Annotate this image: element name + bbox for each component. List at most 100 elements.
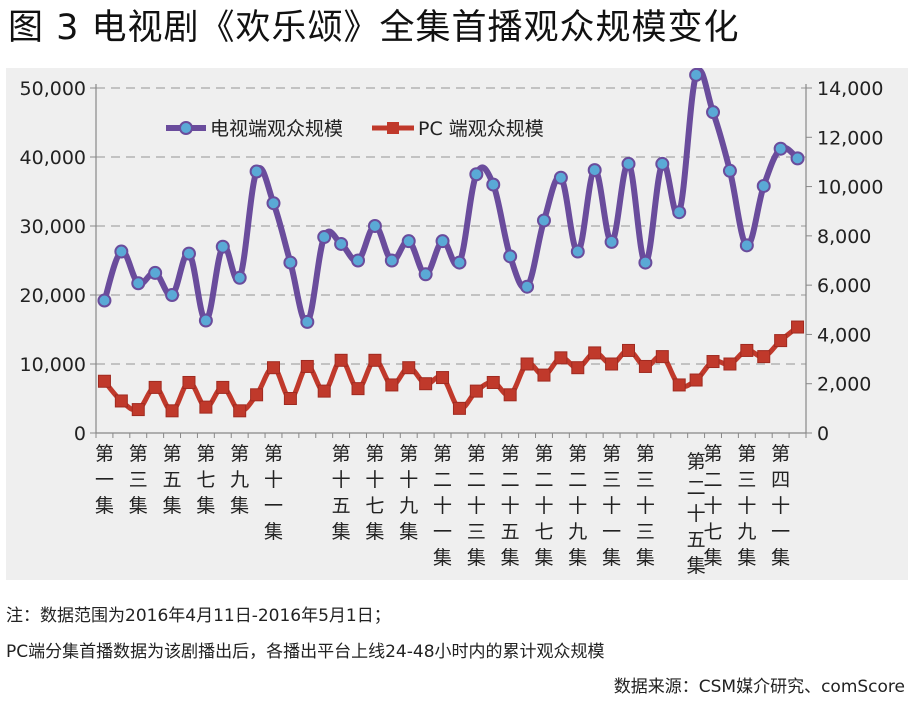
pc-data-point: [723, 357, 737, 371]
y-right-tick-label: 4,000: [817, 324, 871, 346]
tv-data-point: [655, 156, 670, 171]
pc-data-point: [300, 359, 314, 373]
y-right-tick-label: 2,000: [817, 374, 871, 396]
y-right-tick-label: 8,000: [817, 226, 871, 248]
tv-data-point: [503, 249, 518, 264]
tv-data-point: [165, 288, 180, 302]
tv-data-point: [384, 253, 399, 268]
x-tick-label: 第二十七集: [534, 443, 553, 569]
line-chart: 0 10,000 20,000 30,000 40,000 50,000 0 2,000 4,0…: [20, 68, 883, 577]
tv-data-point: [739, 238, 754, 253]
pc-data-point: [402, 361, 416, 375]
pc-data-point: [233, 404, 247, 418]
pc-data-point: [571, 361, 585, 375]
tv-data-point: [486, 177, 501, 192]
pc-series-line: [102, 325, 800, 414]
tv-data-point: [215, 239, 230, 254]
y-left-tick-label: 20,000: [20, 285, 86, 307]
tv-data-point: [131, 276, 146, 291]
tv-data-point: [317, 230, 332, 245]
pc-data-point: [385, 378, 399, 392]
tv-data-point: [520, 279, 535, 294]
pc-data-point: [216, 380, 230, 394]
tv-data-point: [689, 68, 704, 82]
y-left-tick-label: 50,000: [20, 78, 86, 100]
x-tick-label: 第三十一集: [602, 443, 621, 569]
pc-data-point: [774, 334, 788, 348]
y-left-tick-label: 10,000: [20, 354, 86, 376]
y-right-tick-label: 6,000: [817, 275, 871, 297]
pc-data-point: [131, 403, 145, 417]
pc-data-point: [757, 350, 771, 364]
legend-tv-marker: [179, 121, 193, 135]
pc-data-point: [419, 377, 433, 391]
x-tick-label: 第二十九集: [568, 443, 587, 569]
tv-data-point: [621, 156, 636, 171]
tv-series-line: [101, 68, 800, 325]
legend-pc-marker: [387, 122, 399, 134]
tv-data-point: [469, 167, 484, 182]
pc-data-point: [672, 378, 686, 392]
pc-data-point: [469, 384, 483, 398]
tv-data-point: [351, 253, 366, 268]
tv-data-point: [722, 163, 737, 178]
pc-data-point: [148, 380, 162, 394]
tv-data-point: [587, 163, 602, 178]
chart-panel: 0 10,000 20,000 30,000 40,000 50,000 0 2,000 4,0…: [6, 68, 908, 580]
x-tick-label: 第五集: [163, 443, 182, 517]
pc-data-point: [97, 374, 111, 388]
tv-data-point: [401, 234, 416, 249]
y-left-tick-label: 30,000: [20, 216, 86, 238]
tv-data-point: [452, 255, 467, 270]
x-tick-label: 第三十九集: [737, 443, 756, 569]
x-tick-label: 第三集: [129, 443, 148, 517]
legend-tv-label: 电视端观众规模: [210, 118, 343, 140]
pc-data-point: [368, 353, 382, 367]
legend-pc-label: PC 端观众规模: [418, 118, 544, 140]
tv-data-point: [570, 244, 585, 259]
pc-data-point: [689, 373, 703, 387]
x-tick-label: 第一集: [95, 443, 114, 517]
x-tick-label: 第七集: [196, 443, 215, 517]
pc-data-point: [520, 357, 534, 371]
tv-data-point: [232, 270, 247, 285]
pc-data-point: [317, 384, 331, 398]
pc-data-point: [740, 343, 754, 357]
note-pc-definition: PC端分集首播数据为该剧播出后，各播出平台上线24-48小时内的累计观众规模: [6, 642, 605, 662]
tv-data-point: [249, 164, 264, 179]
pc-data-point: [537, 368, 551, 382]
pc-data-point: [554, 351, 568, 365]
x-tick-label: 第二十五集: [687, 451, 706, 577]
pc-data-point: [436, 371, 450, 385]
tv-data-point: [790, 151, 805, 166]
pc-data-point: [250, 388, 264, 402]
pc-data-point: [638, 359, 652, 373]
tv-data-point: [604, 234, 619, 249]
x-tick-label: 第四十一集: [771, 443, 790, 569]
tv-data-point: [181, 246, 196, 261]
tv-data-point: [418, 267, 433, 282]
tv-data-point: [435, 234, 450, 249]
x-tick-label: 第九集: [230, 443, 249, 517]
x-tick-label: 第二十七集: [704, 443, 723, 569]
pc-data-point: [655, 350, 669, 364]
tv-data-point: [638, 255, 653, 270]
tv-data-point: [198, 313, 213, 328]
y-left-tick-label: 0: [74, 423, 86, 445]
y-right-tick-label: 12,000: [817, 127, 883, 149]
note-date-range: 注：数据范围为2016年4月11日-2016年5月1日；: [6, 606, 391, 626]
y-right-tick-label: 0: [817, 423, 829, 445]
x-tick-label: 第二十五集: [501, 443, 520, 569]
tv-data-point: [114, 244, 129, 259]
tv-data-point: [367, 219, 382, 233]
pc-data-point: [182, 375, 196, 389]
tv-data-point: [536, 213, 551, 228]
pc-data-point: [791, 320, 805, 334]
tv-data-point: [97, 293, 112, 308]
x-tick-label: 第三十三集: [636, 443, 655, 569]
tv-data-point: [300, 314, 315, 329]
y-left-tick-label: 40,000: [20, 147, 86, 169]
chart-title: 图 3 电视剧《欢乐颂》全集首播观众规模变化: [8, 8, 740, 48]
pc-data-point: [351, 382, 365, 396]
x-tick-label: 第二十一集: [433, 443, 452, 569]
